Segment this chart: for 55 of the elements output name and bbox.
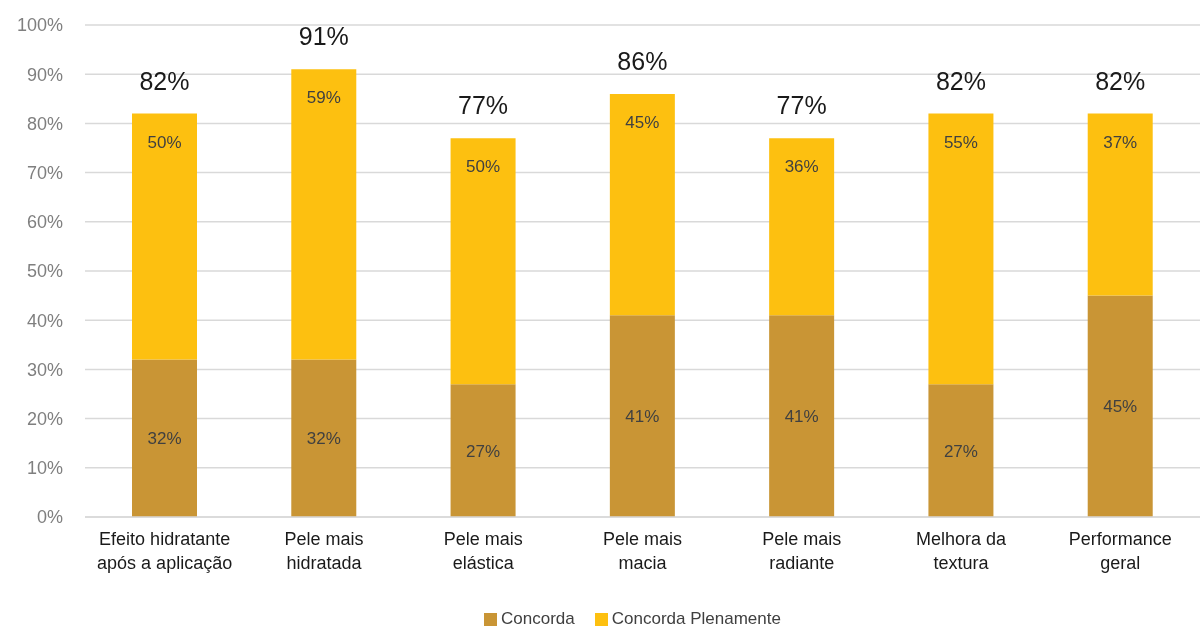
- x-tick-label: Pele mais elástica: [443, 529, 523, 573]
- bar: [769, 138, 835, 316]
- y-tick-label: 70%: [26, 162, 63, 183]
- total-label: 82%: [139, 66, 190, 95]
- total-label: 86%: [617, 46, 668, 75]
- data-label: 37%: [1103, 132, 1138, 152]
- data-label: 27%: [943, 441, 978, 461]
- bar: [928, 113, 994, 385]
- y-tick-label: 0%: [36, 507, 63, 528]
- bar: [609, 93, 675, 316]
- bar: [769, 315, 835, 517]
- data-label: 41%: [784, 407, 819, 427]
- y-tick-label: 30%: [26, 359, 63, 380]
- y-tick-label: 50%: [26, 261, 63, 282]
- data-label: 32%: [306, 429, 341, 449]
- y-tick-label: 40%: [26, 310, 63, 331]
- data-label: 41%: [625, 407, 660, 427]
- x-tick-label: Pele mais radiante: [762, 529, 842, 573]
- total-label: 77%: [458, 91, 509, 120]
- bar: [450, 138, 516, 385]
- total-label: 77%: [776, 91, 827, 120]
- data-label: 32%: [147, 429, 182, 449]
- data-label: 45%: [625, 112, 660, 132]
- total-label: 82%: [935, 66, 986, 95]
- bar: [1087, 113, 1153, 296]
- x-tick-label: Pele mais macia: [602, 529, 683, 573]
- x-tick-label: Pele mais hidratada: [284, 529, 364, 573]
- y-tick-label: 60%: [26, 212, 63, 233]
- bar: [132, 113, 197, 360]
- x-tick-label: Efeito hidratante após a aplicação: [97, 529, 233, 573]
- data-label: 45%: [1103, 397, 1138, 417]
- total-label: 82%: [1095, 66, 1146, 95]
- total-label: 91%: [298, 22, 349, 51]
- data-label: 50%: [147, 132, 182, 152]
- bar: [291, 69, 357, 360]
- y-tick-label: 100%: [16, 15, 63, 36]
- y-tick-label: 90%: [26, 64, 63, 85]
- bar: [609, 315, 675, 517]
- data-label: 27%: [466, 441, 501, 461]
- y-tick-label: 80%: [26, 113, 63, 134]
- data-label: 36%: [784, 157, 819, 177]
- data-label: 59%: [306, 88, 341, 108]
- bar: [291, 359, 357, 517]
- data-label: 50%: [466, 157, 501, 177]
- bar: [928, 384, 994, 517]
- x-tick-label: Performance geral: [1068, 529, 1172, 573]
- legend-label: Concorda Plenamente: [611, 609, 781, 628]
- x-tick-label: Melhora da textura: [916, 529, 1008, 573]
- bar: [450, 384, 516, 517]
- y-tick-label: 10%: [26, 458, 63, 479]
- data-label: 55%: [943, 132, 978, 152]
- y-tick-label: 20%: [26, 408, 63, 429]
- bar: [1087, 295, 1153, 517]
- legend-label: Concorda: [501, 609, 575, 628]
- bar: [132, 359, 197, 517]
